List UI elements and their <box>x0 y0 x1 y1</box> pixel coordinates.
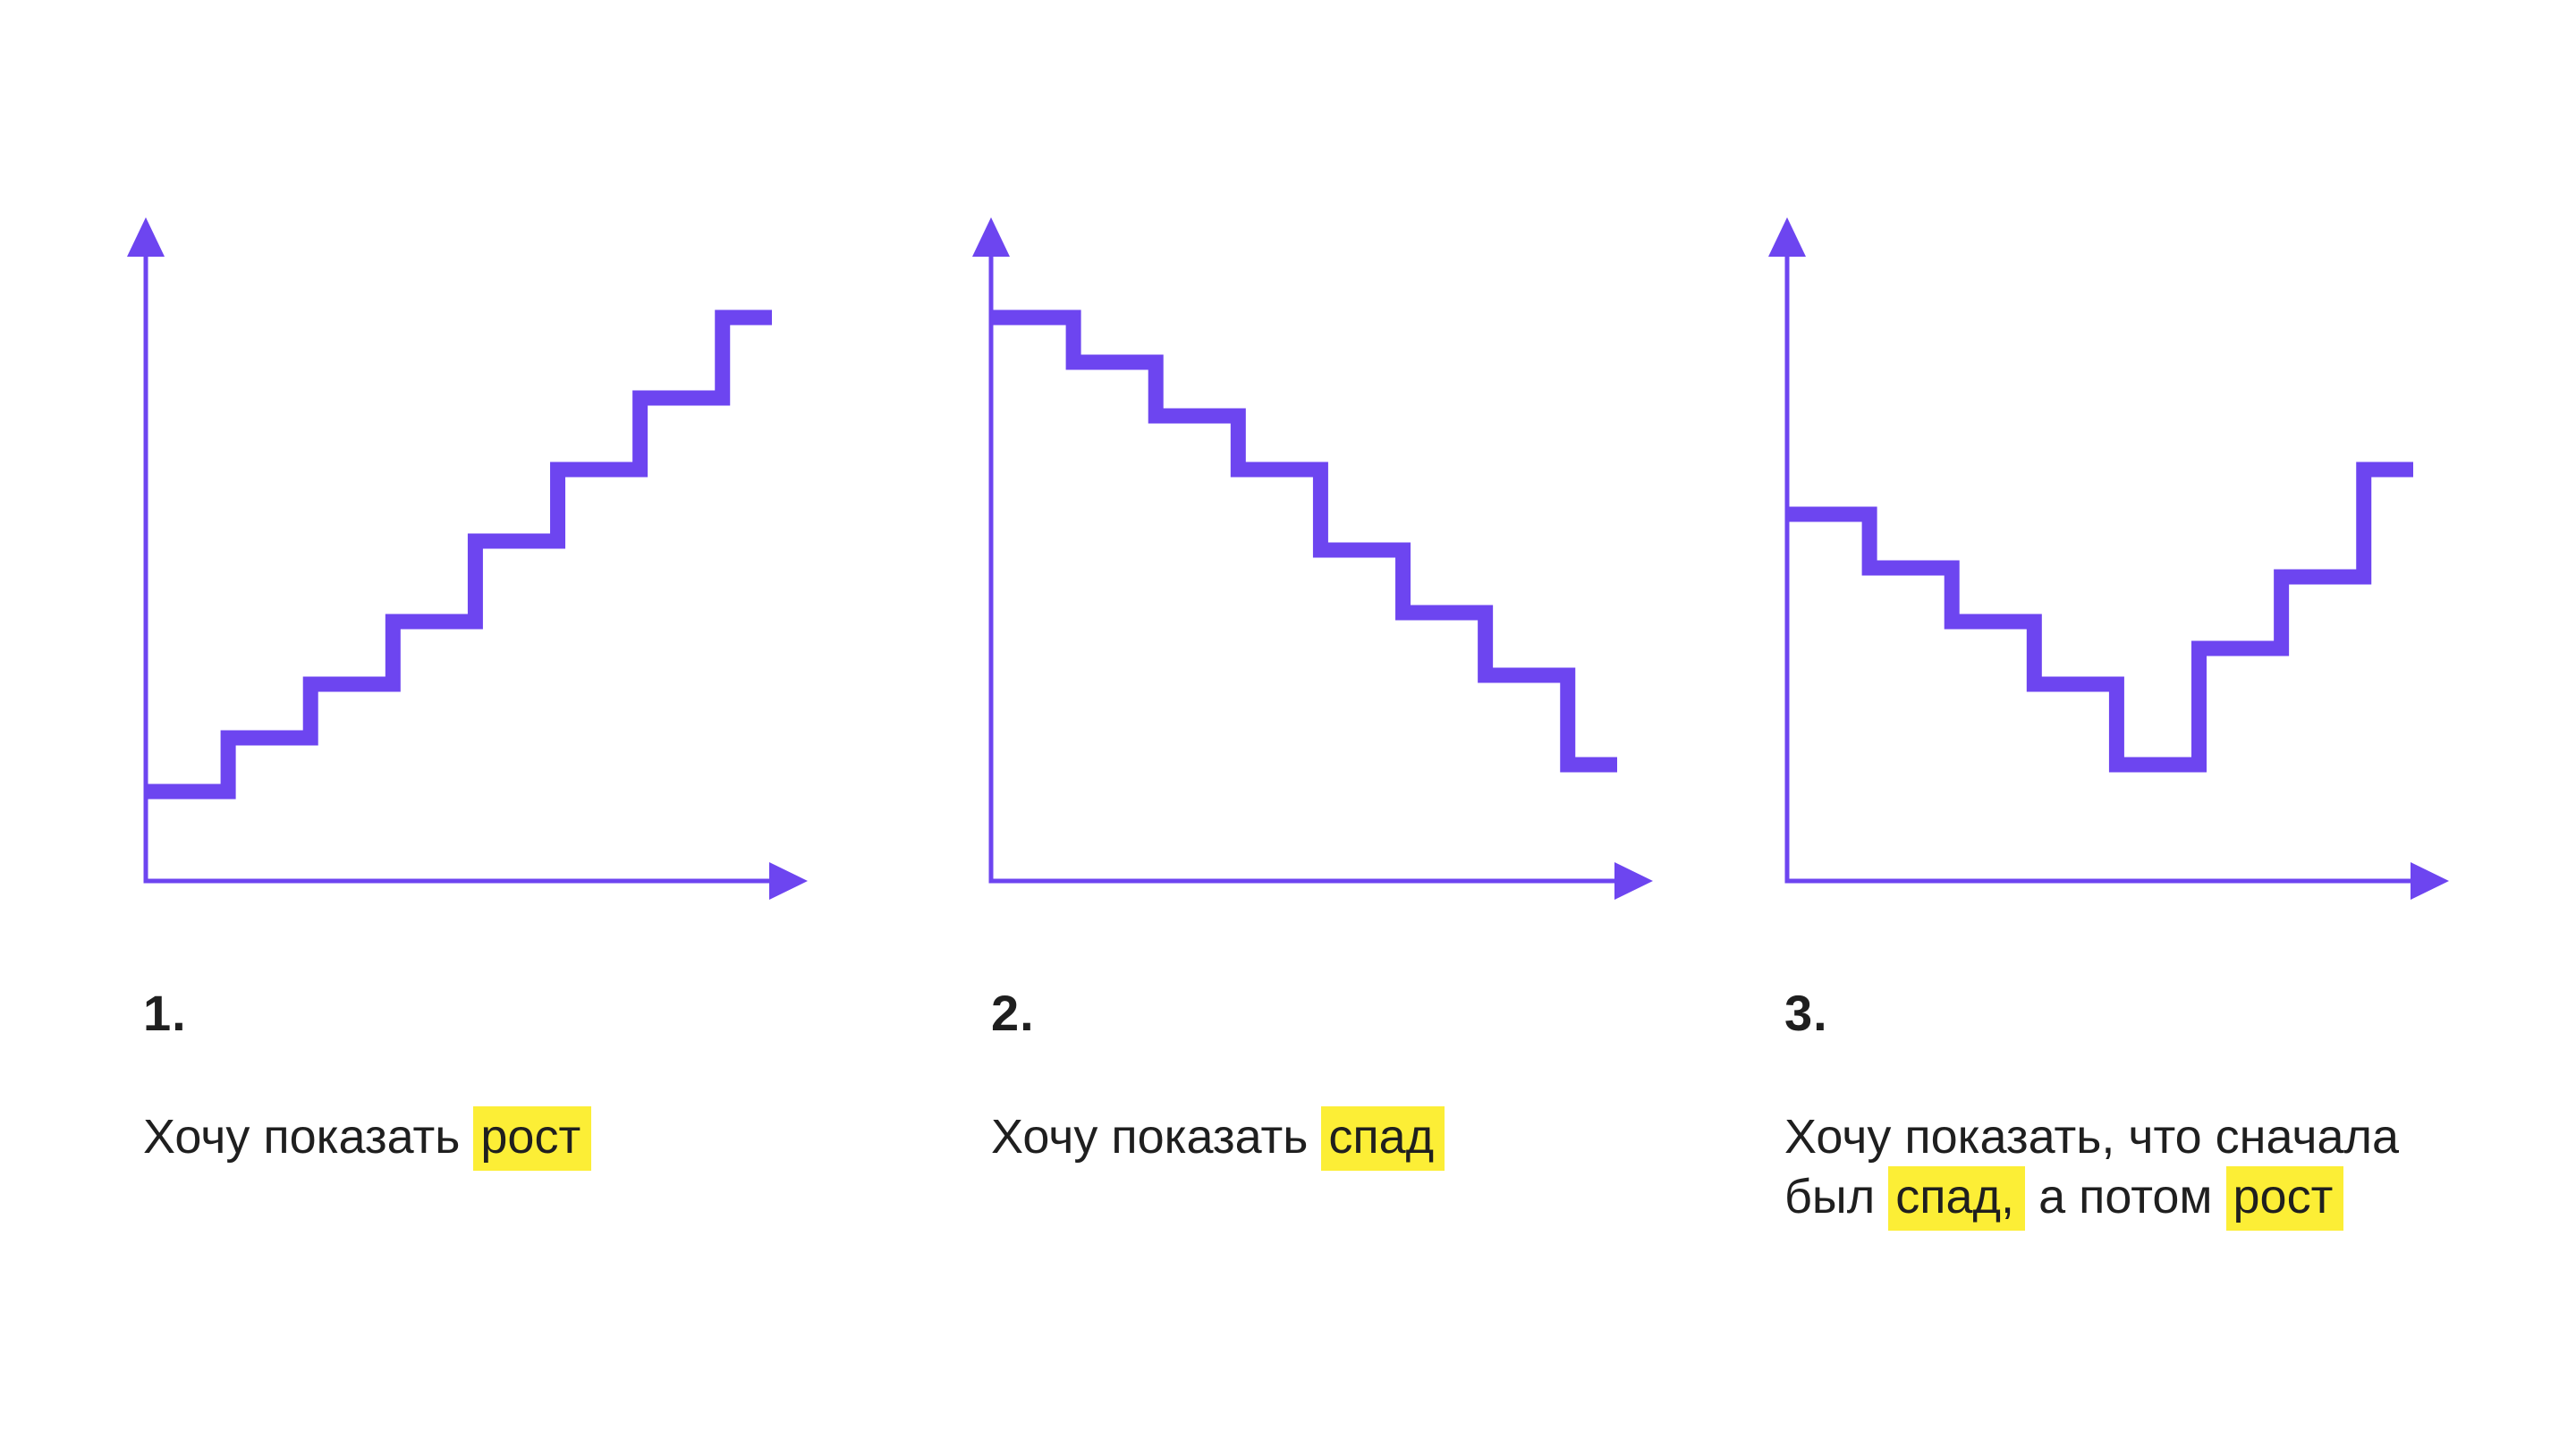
chart-2 <box>972 217 1653 900</box>
caption-highlight: рост <box>2225 1166 2344 1231</box>
panel-3: 3. Хочу показать, что сначала был спад, … <box>1641 0 2449 1431</box>
x-axis-arrow-icon <box>2411 862 2449 900</box>
x-axis-arrow-icon <box>769 862 808 900</box>
caption-highlight: рост <box>473 1106 592 1171</box>
caption: Хочу показать спад <box>991 1106 1707 1171</box>
chart-1 <box>127 217 808 900</box>
x-axis-arrow-icon <box>1614 862 1653 900</box>
panel-1: 1. Хочу показать рост <box>0 0 808 1431</box>
caption-text: Хочу показать <box>991 1110 1309 1164</box>
panel-number: 1. <box>143 985 187 1041</box>
chart-3 <box>1768 217 2449 900</box>
y-axis-arrow-icon <box>1768 217 1806 257</box>
panel-number: 2. <box>991 985 1035 1041</box>
series-line <box>146 309 772 800</box>
y-axis-arrow-icon <box>127 217 165 257</box>
panel-number: 3. <box>1784 985 1828 1041</box>
panel-2: 2. Хочу показать спад <box>845 0 1653 1431</box>
caption: Хочу показать, что сначала был спад, а п… <box>1784 1107 2482 1231</box>
series-line <box>991 309 1617 773</box>
caption-highlight: спад, <box>1888 1166 2026 1231</box>
caption-text: Хочу показать, что сначала был <box>1784 1110 2400 1224</box>
caption-highlight: спад <box>1321 1106 1445 1171</box>
caption: Хочу показать рост <box>143 1106 859 1171</box>
series-line <box>1787 461 2413 773</box>
caption-text: а потом <box>2038 1170 2213 1224</box>
caption-text: Хочу показать <box>143 1110 461 1164</box>
y-axis-arrow-icon <box>972 217 1010 257</box>
